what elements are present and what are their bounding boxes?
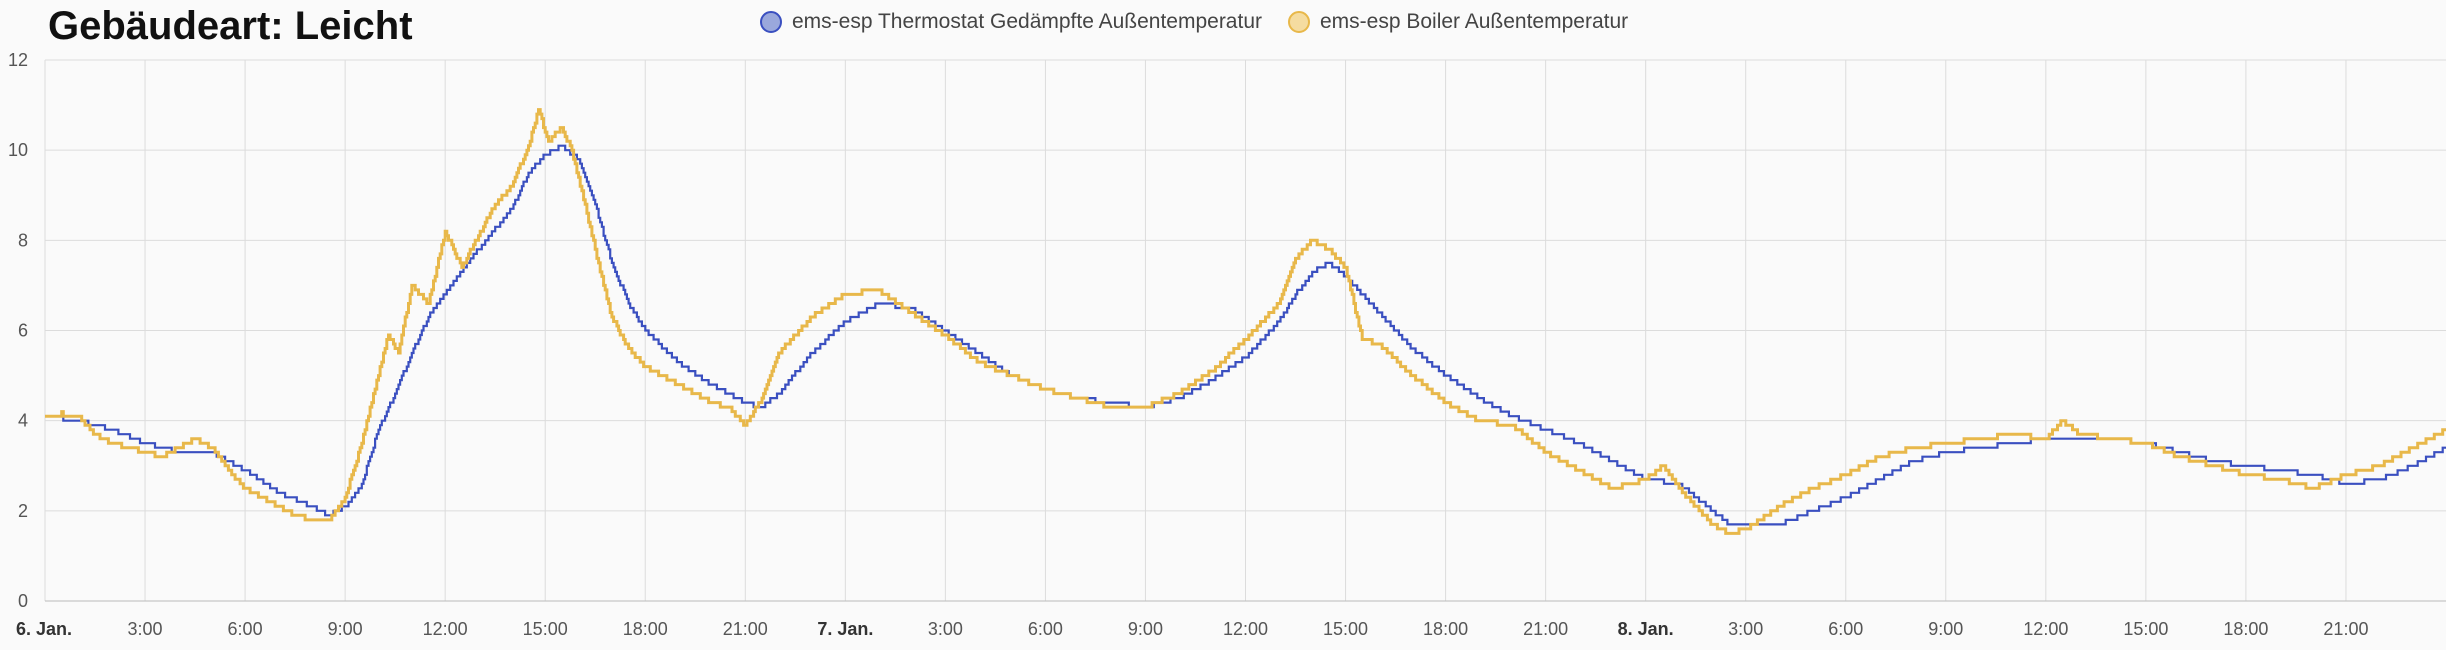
x-tick-label: 12:00 xyxy=(1223,619,1268,639)
y-tick-label: 4 xyxy=(18,411,28,431)
x-tick-label: 21:00 xyxy=(2323,619,2368,639)
x-tick-label: 7. Jan. xyxy=(817,619,873,639)
y-tick-label: 2 xyxy=(18,501,28,521)
legend-swatch-thermostat xyxy=(760,11,782,33)
x-tick-label: 12:00 xyxy=(423,619,468,639)
legend-label-boiler: ems-esp Boiler Außentemperatur xyxy=(1320,10,1629,33)
x-tick-label: 21:00 xyxy=(1523,619,1568,639)
chart-title: Gebäudeart: Leicht xyxy=(48,4,413,48)
legend-item-thermostat[interactable]: ems-esp Thermostat Gedämpfte Außentemper… xyxy=(760,10,1262,34)
x-tick-label: 6:00 xyxy=(228,619,263,639)
x-tick-label: 9:00 xyxy=(328,619,363,639)
legend-label-thermostat: ems-esp Thermostat Gedämpfte Außentemper… xyxy=(792,10,1262,33)
x-tick-label: 6. Jan. xyxy=(16,619,72,639)
x-tick-label: 15:00 xyxy=(1323,619,1368,639)
x-tick-label: 18:00 xyxy=(1423,619,1468,639)
y-tick-label: 6 xyxy=(18,321,28,341)
legend-swatch-boiler xyxy=(1288,11,1310,33)
x-tick-label: 15:00 xyxy=(2123,619,2168,639)
x-tick-label: 3:00 xyxy=(928,619,963,639)
y-tick-label: 12 xyxy=(8,50,28,70)
x-tick-label: 15:00 xyxy=(523,619,568,639)
x-tick-label: 3:00 xyxy=(1728,619,1763,639)
x-tick-label: 9:00 xyxy=(1128,619,1163,639)
x-tick-label: 18:00 xyxy=(2223,619,2268,639)
legend-item-boiler[interactable]: ems-esp Boiler Außentemperatur xyxy=(1288,10,1628,34)
y-tick-label: 0 xyxy=(18,591,28,611)
x-tick-label: 21:00 xyxy=(723,619,768,639)
x-tick-label: 8. Jan. xyxy=(1618,619,1674,639)
x-tick-label: 6:00 xyxy=(1828,619,1863,639)
x-tick-label: 12:00 xyxy=(2023,619,2068,639)
x-tick-label: 6:00 xyxy=(1028,619,1063,639)
y-tick-label: 8 xyxy=(18,230,28,250)
x-tick-label: 9:00 xyxy=(1928,619,1963,639)
series-line-boiler xyxy=(45,108,2446,535)
x-tick-label: 3:00 xyxy=(128,619,163,639)
x-tick-label: 18:00 xyxy=(623,619,668,639)
y-tick-label: 10 xyxy=(8,140,28,160)
chart-legend: ems-esp Thermostat Gedämpfte Außentemper… xyxy=(760,10,1654,34)
series-line-thermostat xyxy=(45,144,2446,526)
